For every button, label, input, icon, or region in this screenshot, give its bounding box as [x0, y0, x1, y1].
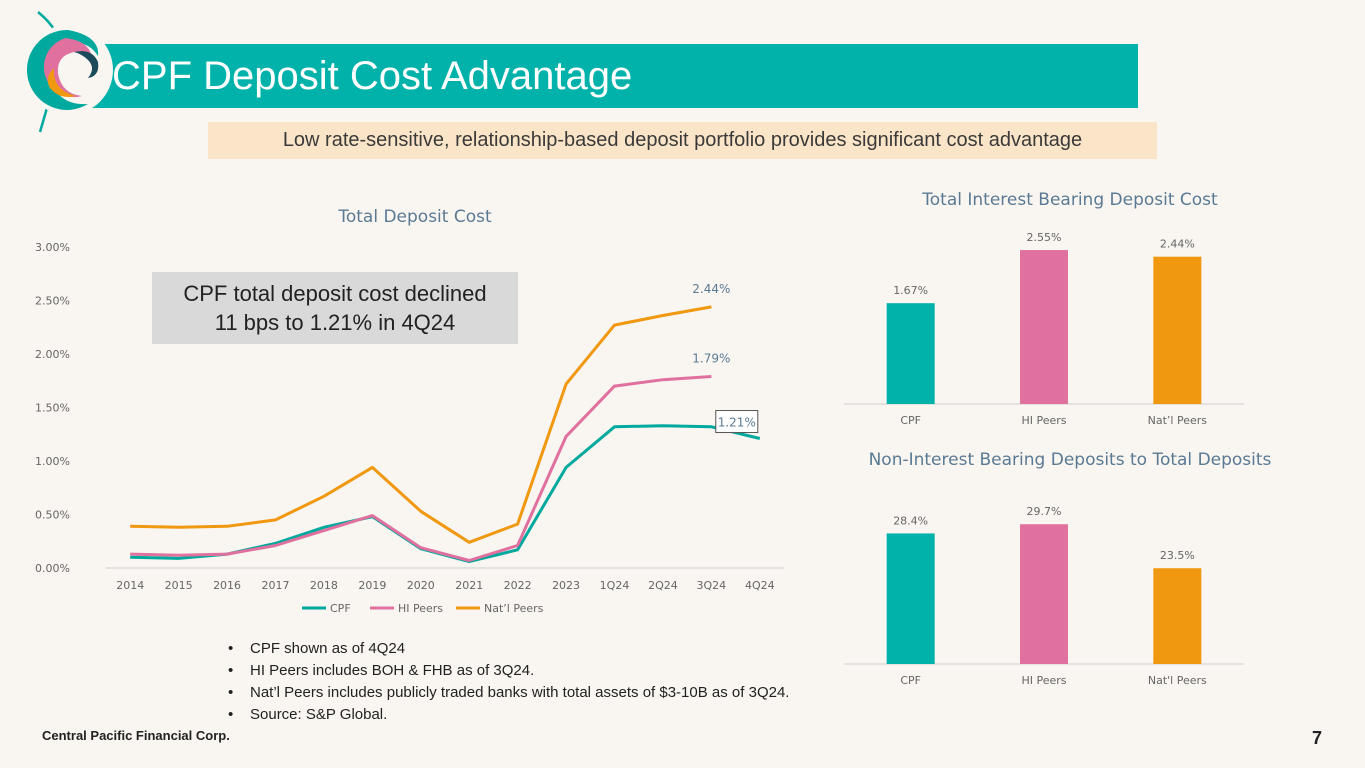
x-tick-label: 2014: [116, 579, 144, 592]
line-chart-title: Total Deposit Cost: [338, 207, 492, 227]
callout-line-2: 11 bps to 1.21% in 4Q24: [214, 310, 456, 335]
x-tick-label: 2016: [213, 579, 241, 592]
data-label: 1.21%: [718, 416, 756, 430]
series-line-hi-peers: [130, 375, 712, 562]
x-tick-label: 2Q24: [648, 579, 678, 592]
legend-label: CPF: [330, 602, 351, 615]
x-tick-label: 4Q24: [745, 579, 775, 592]
x-tick-label: 1Q24: [600, 579, 630, 592]
footnote-item: HI Peers includes BOH & FHB as of 3Q24.: [228, 660, 789, 682]
page-number: 7: [1312, 728, 1323, 748]
bar: [1020, 524, 1068, 664]
data-label: 2.44%: [692, 282, 730, 296]
page-title: CPF Deposit Cost Advantage: [112, 54, 633, 98]
x-tick-label: 2018: [310, 579, 338, 592]
cpf-wave-logo-icon: [23, 11, 113, 133]
bar-value-label: 1.67%: [893, 284, 928, 297]
footnote-item: Nat’l Peers includes publicly traded ban…: [228, 682, 789, 704]
total-deposit-cost-chart: 0.00% 0.50% 1.00% 1.50% 2.00% 2.50% 3.00% 2014 2…: [35, 241, 784, 615]
x-tick-label: 2023: [552, 579, 580, 592]
bar: [886, 303, 935, 404]
x-tick-label: HI Peers: [1021, 674, 1066, 687]
bar-chart-2-title: Non-Interest Bearing Deposits to Total D…: [868, 450, 1272, 470]
series-line-cpf: [130, 424, 761, 564]
x-tick-label: 3Q24: [697, 579, 727, 592]
title-bar: [60, 44, 1138, 108]
bar-value-label: 28.4%: [893, 514, 928, 527]
y-tick-label: 2.00%: [35, 348, 70, 361]
subtitle-banner: Low rate-sensitive, relationship-based d…: [208, 122, 1157, 159]
bar-value-label: 2.55%: [1027, 231, 1062, 244]
bar: [886, 533, 935, 664]
bar-value-label: 23.5%: [1160, 549, 1195, 562]
y-tick-label: 0.00%: [35, 562, 70, 575]
x-tick-label: 2017: [262, 579, 290, 592]
footnote-item: Source: S&P Global.: [228, 704, 789, 726]
bar-value-label: 2.44%: [1160, 238, 1195, 251]
bar: [1153, 256, 1202, 404]
legend-label: HI Peers: [398, 602, 443, 615]
x-tick-label: Nat'l Peers: [1148, 674, 1207, 687]
callout-box: CPF total deposit cost declined 11 bps t…: [152, 272, 518, 344]
data-label-box: [715, 410, 759, 434]
series-line-nat-l-peers: [130, 305, 712, 544]
x-tick-label: 2022: [504, 579, 532, 592]
x-tick-label: CPF: [900, 674, 921, 687]
y-tick-label: 1.00%: [35, 455, 70, 468]
x-tick-label: HI Peers: [1021, 414, 1066, 427]
legend-label: Nat’l Peers: [484, 602, 544, 615]
y-tick-label: 2.50%: [35, 295, 70, 308]
y-tick-label: 1.50%: [35, 402, 70, 415]
bar: [1020, 250, 1068, 404]
interest-bearing-cost-chart: 1.67% CPF 2.55% HI Peers 2.44% Nat’l Peers: [844, 231, 1244, 427]
x-tick-label: Nat’l Peers: [1148, 414, 1208, 427]
y-tick-label: 3.00%: [35, 241, 70, 254]
bar-value-label: 29.7%: [1027, 505, 1062, 518]
x-tick-label: CPF: [900, 414, 921, 427]
x-tick-label: 2021: [455, 579, 483, 592]
callout-line-1: CPF total deposit cost declined: [183, 281, 487, 306]
bar-chart-1-title: Total Interest Bearing Deposit Cost: [922, 190, 1218, 210]
x-tick-label: 2015: [165, 579, 193, 592]
non-interest-bearing-chart: 28.4% CPF 29.7% HI Peers 23.5% Nat'l Peers: [844, 505, 1244, 687]
data-label: 1.79%: [692, 351, 730, 365]
y-tick-label: 0.50%: [35, 509, 70, 522]
bar: [1153, 568, 1202, 664]
footnote-item: CPF shown as of 4Q24: [228, 638, 789, 660]
company-name: Central Pacific Financial Corp.: [42, 728, 230, 743]
x-tick-label: 2020: [407, 579, 435, 592]
footnotes: CPF shown as of 4Q24 HI Peers includes B…: [228, 638, 789, 726]
x-tick-label: 2019: [358, 579, 386, 592]
